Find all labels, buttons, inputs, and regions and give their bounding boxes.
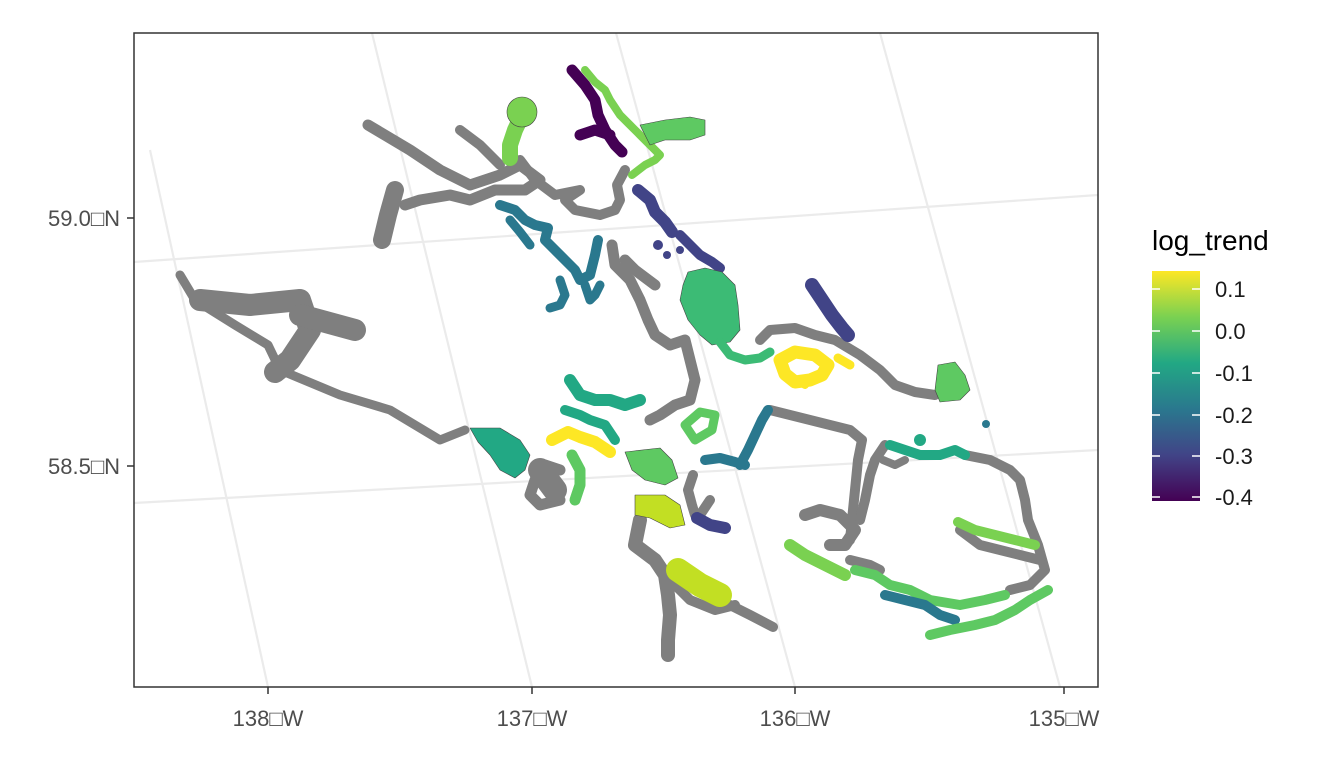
map-panel-border [133,32,1099,688]
legend-label: -0.4 [1215,485,1253,510]
trend-segment [715,337,775,365]
trend-segment [560,405,620,445]
legend: log_trend 0.1 0.0 -0.1 -0.2 -0.3 -0.4 [1152,225,1269,510]
graticule-meridian-138 [148,149,270,687]
legend-label: -0.2 [1215,403,1253,428]
x-tick-label-136: 136□W [760,706,831,731]
shoreline-segment [683,470,700,520]
legend-title: log_trend [1152,225,1269,256]
shoreline-segment [515,155,630,220]
trend-segment [545,275,570,313]
trend-segment [581,66,664,179]
y-tick-label-58-5: 58.5□N [48,454,120,479]
shoreline-segment [755,323,940,400]
x-tick-label-137: 137□W [497,706,568,731]
trend-segment [495,200,603,285]
trend-blob [934,361,971,403]
trend-blob [653,240,663,250]
trend-segment [773,345,835,389]
trend-segment [953,517,1040,550]
trend-blob [624,447,679,486]
shoreline-segment [799,504,861,551]
shoreline-segment [606,239,701,426]
x-tick-label-135: 135□W [1029,706,1100,731]
shoreline-trend-segments [469,64,1053,640]
trend-blob [914,434,926,446]
trend-blob [982,420,990,428]
shoreline-segment [670,580,740,615]
trend-segment [735,405,773,470]
trend-segment [691,512,731,534]
trend-segment [850,565,1010,610]
trend-segment [784,539,851,581]
legend-label: 0.0 [1215,319,1246,344]
trend-segment [566,64,628,158]
shoreline-segment [960,450,1050,595]
shoreline-segment [725,600,778,632]
trend-blob [469,427,531,479]
shoreline-segment [879,456,909,469]
shoreline-segment [528,458,567,502]
trend-segment [546,426,616,458]
trend-segment [805,278,855,342]
trend-blob [639,116,706,146]
shoreline-segment [373,181,404,249]
shoreline-segment [855,440,890,525]
graticule-parallel-59 [134,193,1098,264]
y-tick-label-59: 59.0□N [48,206,120,231]
trend-segment [833,353,855,370]
trend-segment [566,449,586,506]
legend-label: 0.1 [1215,277,1246,302]
trend-segment [880,590,960,625]
trend-segment [666,558,732,607]
axis-ticks [127,217,1065,694]
trend-segment [580,280,605,305]
trend-segment [632,184,678,238]
trend-blob [676,246,684,254]
trend-segment [796,378,809,389]
trend-segment [564,374,646,411]
shoreline-segment [628,513,677,662]
trend-segment [925,585,1053,640]
shoreline-segment [619,254,661,291]
map-panel [134,33,1098,687]
trend-blob [634,494,686,529]
trend-segment [680,407,720,445]
legend-label: -0.3 [1215,444,1253,469]
trend-segment [675,230,725,273]
shoreline-segment [289,304,366,341]
shoreline-segment [845,555,885,575]
trend-blob [679,267,741,346]
trend-segment [574,124,616,141]
shoreline-segment [455,125,505,170]
shoreline-segment [955,525,1045,565]
legend-colorbar [1152,271,1200,501]
shoreline-segment [765,405,867,545]
trend-blob [506,96,538,128]
shoreline-segment [695,495,715,520]
trend-blob [663,251,671,259]
legend-label: -0.1 [1215,361,1253,386]
shoreline-no-data [175,119,1050,662]
trend-segment [885,440,970,460]
x-tick-label-138: 138□W [233,706,304,731]
trend-segment [505,215,535,250]
